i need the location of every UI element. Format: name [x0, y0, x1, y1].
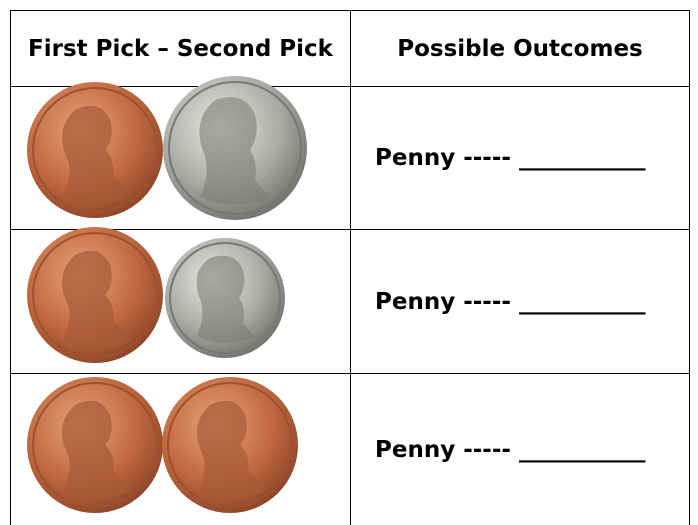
penny [27, 377, 163, 513]
penny [27, 82, 163, 218]
penny [27, 227, 163, 363]
dime [165, 238, 285, 358]
coins [0, 0, 698, 525]
nickel [163, 76, 307, 220]
page: First Pick – Second Pick Possible Outcom… [0, 0, 698, 525]
penny [162, 377, 298, 513]
